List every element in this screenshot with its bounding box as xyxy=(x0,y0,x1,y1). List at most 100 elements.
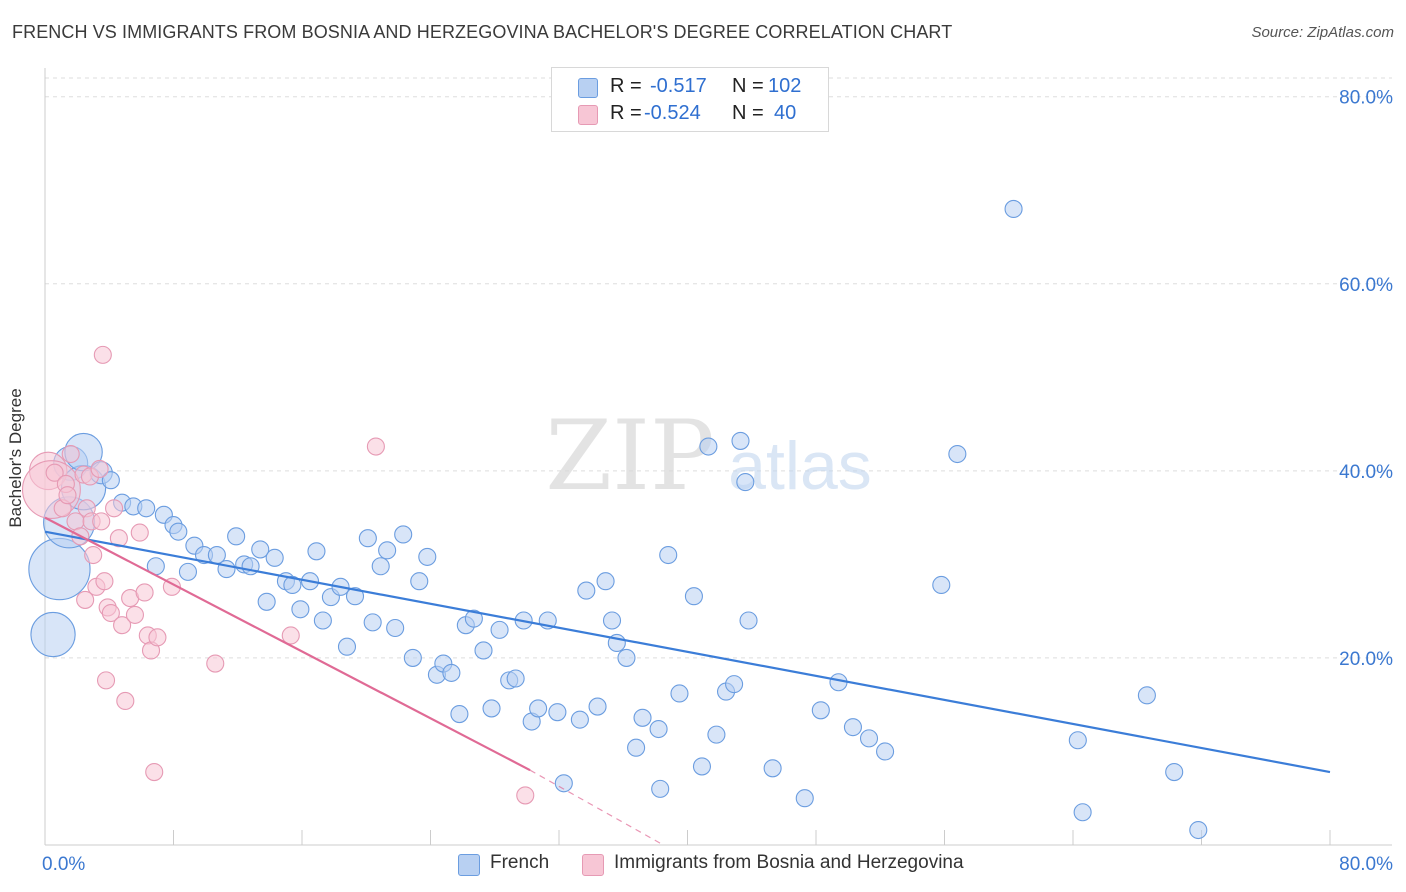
r-value: -0.524 xyxy=(644,102,701,124)
french-point xyxy=(731,431,750,450)
y-tick-label-3: 80.0% xyxy=(1339,88,1393,109)
french-point xyxy=(707,725,726,744)
french-point xyxy=(529,699,548,718)
french-point xyxy=(548,703,567,722)
french-point xyxy=(602,611,622,630)
french-point xyxy=(403,648,422,667)
french-point xyxy=(596,572,615,591)
r-label: R = xyxy=(610,102,642,124)
french-point xyxy=(450,704,469,724)
french-point xyxy=(1137,686,1156,705)
legend-swatch-bosnia xyxy=(582,854,604,876)
bosnia-point xyxy=(58,486,77,505)
french-point xyxy=(358,529,377,548)
french-point xyxy=(1068,731,1087,750)
french-point xyxy=(307,542,326,561)
french-point xyxy=(137,499,156,518)
bosnia-point xyxy=(101,603,120,623)
r-label: R = xyxy=(610,75,642,97)
french-point xyxy=(627,738,646,757)
french-point xyxy=(394,525,413,544)
french-point xyxy=(699,437,718,456)
french-point xyxy=(506,669,525,688)
bosnia-point xyxy=(92,512,111,531)
french-point xyxy=(843,718,862,737)
french-point xyxy=(418,547,437,566)
y-axis-label: Bachelor's Degree xyxy=(6,388,25,528)
watermark-atlas: atlas xyxy=(728,428,872,504)
french-point xyxy=(251,540,270,559)
french-point xyxy=(932,575,951,595)
french-point xyxy=(291,600,310,619)
french-point xyxy=(28,537,91,601)
y-tick-label-1: 40.0% xyxy=(1339,462,1393,483)
french-point xyxy=(684,587,703,606)
french-point xyxy=(570,710,589,729)
bosnia-point xyxy=(84,545,103,565)
french-point xyxy=(1073,803,1092,822)
french-point xyxy=(257,592,276,611)
french-point xyxy=(217,560,236,579)
french-point xyxy=(363,613,382,632)
french-point xyxy=(948,444,967,464)
french-point xyxy=(651,779,670,798)
bosnia-point xyxy=(135,583,154,602)
n-label: N = xyxy=(732,102,764,124)
bosnia-point xyxy=(90,459,109,479)
french-point xyxy=(1165,762,1184,782)
french-point xyxy=(577,581,596,600)
french-point xyxy=(345,587,365,606)
french-point xyxy=(659,545,678,565)
french-point xyxy=(725,675,744,694)
bosnia-point xyxy=(206,654,225,673)
french-point xyxy=(378,541,397,560)
french-point xyxy=(692,757,712,776)
french-swatch xyxy=(578,78,598,98)
bosnia-point xyxy=(516,786,535,805)
n-value: 40 xyxy=(774,102,797,124)
bosnia-point xyxy=(125,605,144,624)
french-points xyxy=(28,199,1208,840)
french-point xyxy=(227,527,246,546)
bosnia-swatch xyxy=(578,105,598,125)
legend-swatch-french xyxy=(458,854,480,876)
french-point xyxy=(859,729,879,748)
bosnia-point xyxy=(45,463,64,482)
french-point xyxy=(811,701,830,720)
bosnia-point xyxy=(366,437,385,456)
french-point xyxy=(649,719,668,739)
bosnia-points xyxy=(21,345,535,805)
bosnia-point xyxy=(76,590,95,609)
french-point xyxy=(736,473,755,492)
french-point xyxy=(482,699,501,718)
french-point xyxy=(410,572,429,591)
french-point xyxy=(283,575,302,595)
french-point xyxy=(30,611,76,658)
french-point xyxy=(554,774,573,793)
x-tick-label-1: 80.0% xyxy=(1339,854,1393,875)
n-label: N = xyxy=(732,75,764,97)
bosnia-point xyxy=(109,529,128,548)
french-point xyxy=(670,684,689,703)
french-point xyxy=(337,637,357,656)
bosnia-point xyxy=(96,671,116,690)
bosnia-point xyxy=(93,345,112,364)
french-point xyxy=(876,742,895,761)
bosnia-point xyxy=(61,444,80,464)
tick-labels: 20.0% 40.0% 60.0% 80.0% 0.0% 80.0% xyxy=(42,88,1393,875)
watermark-zip: ZIP xyxy=(545,400,714,512)
french-point xyxy=(313,611,332,630)
y-tick-label-0: 20.0% xyxy=(1339,649,1393,670)
french-point xyxy=(464,609,483,628)
french-point xyxy=(617,648,636,667)
n-value: 102 xyxy=(768,75,802,97)
french-point xyxy=(588,697,607,716)
bosnia-trend-line xyxy=(44,516,531,772)
french-point xyxy=(795,789,814,808)
french-point xyxy=(386,618,405,638)
french-point xyxy=(490,620,509,639)
french-point xyxy=(101,471,120,490)
french-point xyxy=(169,522,188,541)
french-point xyxy=(371,557,390,576)
